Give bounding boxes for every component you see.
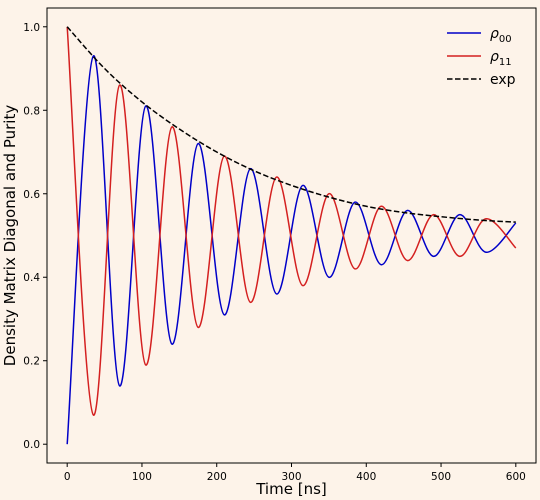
x-tick-label: 600 — [506, 471, 526, 483]
y-axis-label: Density Matrix Diagonal and Purity — [1, 105, 19, 367]
legend: ρ00 ρ11 exp — [447, 26, 516, 88]
y-tick-label: 0.0 — [23, 439, 40, 451]
series-line-rho11 — [66, 26, 517, 416]
series-line-exp — [66, 26, 516, 223]
x-tick-label: 300 — [281, 471, 301, 483]
x-axis: 0 100 200 300 400 500 600 — [64, 463, 526, 483]
x-tick-label: 200 — [207, 471, 227, 483]
series-line-rho00 — [66, 55, 517, 445]
x-tick-label: 100 — [132, 471, 152, 483]
plot-background — [47, 8, 536, 463]
plot-area — [46, 7, 537, 464]
legend-label: ρ11 — [490, 49, 512, 68]
x-axis-label: Time [ns] — [255, 480, 327, 498]
y-tick-label: 0.6 — [23, 189, 40, 201]
y-tick-label: 0.4 — [23, 272, 40, 284]
x-tick-label: 0 — [64, 471, 71, 483]
legend-label: exp — [490, 72, 516, 88]
legend-label: ρ00 — [490, 26, 512, 45]
y-tick-label: 0.2 — [23, 356, 40, 368]
y-tick-label: 1.0 — [23, 22, 40, 34]
x-tick-label: 500 — [431, 471, 451, 483]
x-tick-label: 400 — [356, 471, 376, 483]
y-tick-label: 0.8 — [23, 105, 40, 117]
y-axis: 0.0 0.2 0.4 0.6 0.8 1.0 — [23, 22, 47, 451]
series-layer — [66, 26, 517, 445]
